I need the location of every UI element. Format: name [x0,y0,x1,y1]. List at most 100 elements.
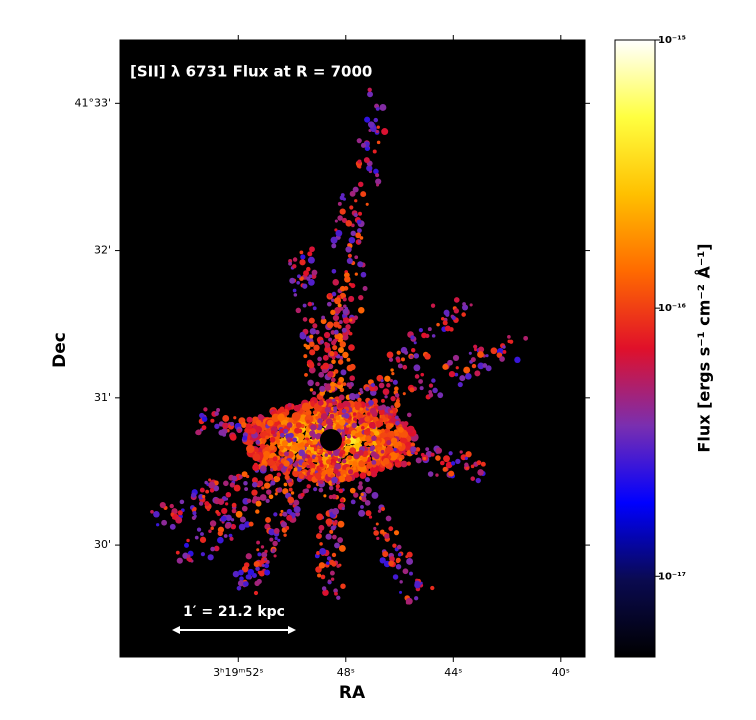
emission-blob [368,421,376,429]
emission-blob [304,372,308,377]
emission-blob [268,444,275,451]
emission-blob [359,407,364,411]
emission-blob [210,526,214,531]
colorbar-label: Flux [ergs s⁻¹ cm⁻² Å⁻¹] [695,243,714,452]
emission-blob [363,441,369,447]
colorbar-tick-label: 10⁻¹⁵ [658,35,686,46]
emission-blob [295,422,302,429]
emission-blob [413,341,417,345]
emission-blob [368,515,373,519]
emission-blob [247,568,255,576]
emission-blob [389,378,393,383]
emission-blob [213,545,220,552]
emission-blob [309,341,315,347]
emission-blob [293,293,298,297]
emission-blob [435,473,439,477]
emission-blob [329,570,335,576]
emission-blob [389,556,395,562]
emission-blob [354,404,361,411]
emission-blob [329,351,335,357]
emission-blob [287,468,292,472]
emission-blob [278,445,284,451]
emission-blob [430,303,436,308]
emission-blob [311,269,318,276]
emission-blob [236,585,242,591]
emission-blob [313,487,318,492]
emission-blob [297,433,305,441]
emission-blob [252,453,261,462]
emission-blob [223,480,229,487]
x-tick-label: 3ʰ19ᵐ52ˢ [213,666,263,679]
emission-blob [292,257,298,262]
emission-blob [360,271,367,278]
emission-blob [200,552,205,557]
emission-blob [338,488,344,494]
emission-blob [366,165,373,172]
emission-blob [233,416,237,420]
emission-blob [385,515,392,522]
emission-blob [436,322,440,327]
emission-blob [345,246,352,253]
y-tick-label: 32' [94,244,111,257]
emission-blob [361,496,367,502]
emission-blob [435,447,443,454]
emission-blob [317,418,323,424]
emission-blob [389,430,395,437]
emission-blob [273,512,278,517]
emission-blob [381,428,385,433]
emission-blob [422,456,427,461]
emission-blob [306,266,311,272]
emission-blob [360,456,364,460]
emission-blob [260,465,267,472]
emission-blob [442,466,448,472]
emission-blob [445,461,453,469]
emission-blob [339,285,346,292]
emission-blob [332,534,337,540]
emission-blob [322,354,329,361]
emission-blob [314,472,322,480]
emission-blob [393,447,397,452]
emission-blob [292,264,297,269]
emission-blob [328,464,333,468]
emission-blob [312,391,317,395]
emission-blob [470,476,476,481]
emission-blob [358,459,366,468]
emission-blob [331,243,337,249]
emission-blob [470,357,476,363]
emission-blob [225,502,229,506]
emission-blob [300,492,305,497]
emission-blob [352,412,357,416]
emission-blob [258,570,265,577]
emission-blob [389,416,397,423]
emission-blob [353,472,360,478]
emission-blob [351,461,358,467]
emission-blob [316,513,324,521]
emission-blob [319,542,323,546]
x-tick-label: 40ˢ [552,666,570,679]
emission-blob [406,412,412,418]
emission-blob [229,421,235,427]
emission-blob [453,308,459,314]
emission-blob [338,376,345,383]
emission-blob [358,306,365,314]
emission-blob [283,533,287,537]
emission-blob [255,566,260,572]
emission-blob [375,460,381,466]
emission-blob [255,439,261,445]
emission-blob [399,580,403,584]
emission-blob [229,536,234,541]
emission-blob [240,421,248,428]
emission-blob [199,487,205,493]
emission-blob [331,494,337,500]
emission-blob [256,548,260,552]
emission-blob [409,571,413,576]
emission-blob [256,496,261,501]
emission-blob [358,181,364,188]
emission-blob [421,332,427,339]
emission-blob [229,433,237,441]
emission-blob [273,554,277,558]
emission-blob [182,552,189,559]
emission-blob [169,523,176,530]
emission-blob [338,394,345,401]
emission-blob [389,423,394,428]
